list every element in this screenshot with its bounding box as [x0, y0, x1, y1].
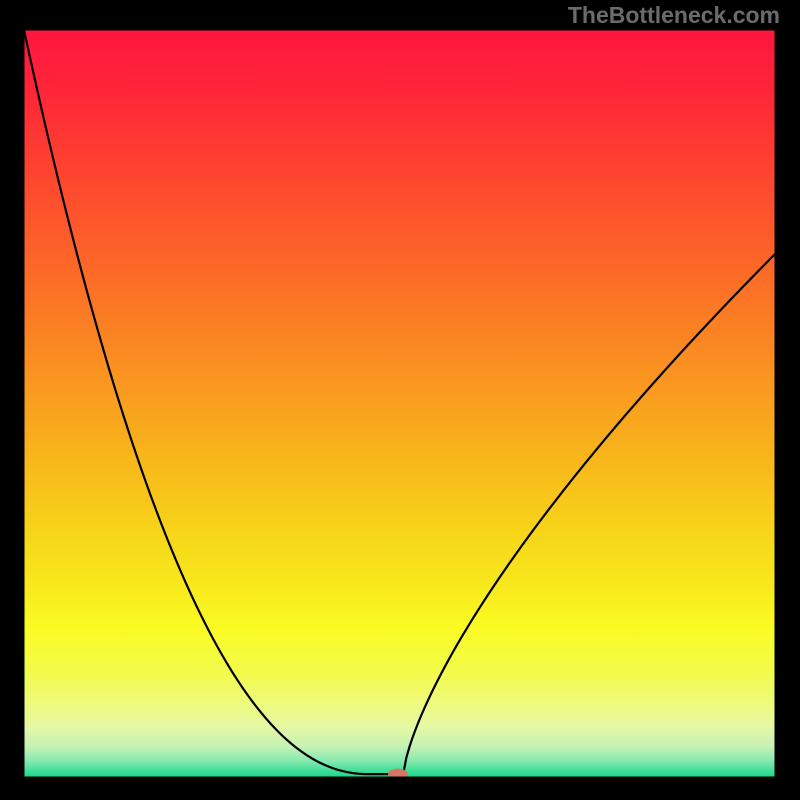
chart-background	[24, 30, 775, 777]
watermark-text: TheBottleneck.com	[568, 2, 780, 29]
bottleneck-chart	[24, 30, 775, 777]
